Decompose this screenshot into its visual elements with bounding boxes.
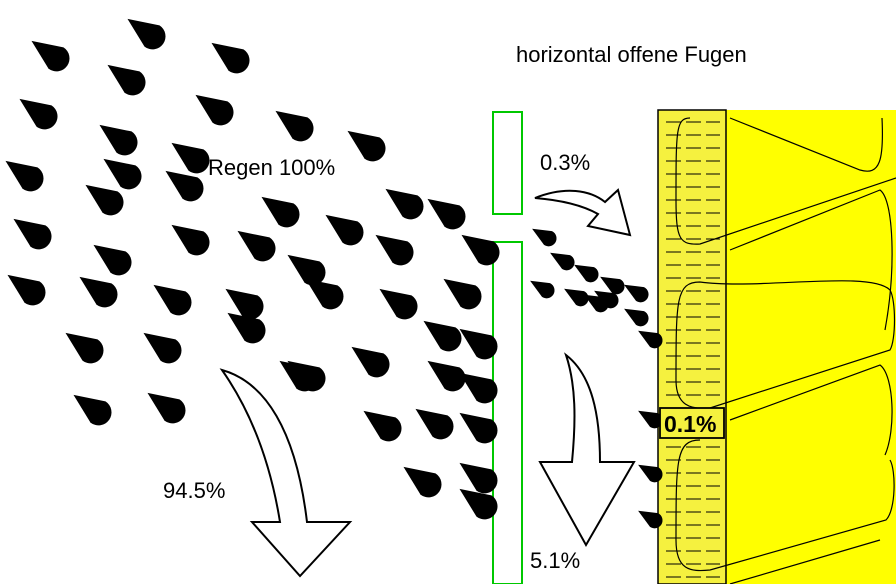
rain-drop (624, 308, 649, 327)
diagram-title: horizontal offene Fugen (516, 42, 747, 67)
front-runoff-label: 94.5% (163, 478, 225, 503)
brick-outline (675, 280, 896, 409)
cladding-panel-lower (492, 241, 523, 584)
rain-drop (275, 110, 314, 142)
rain-drop (584, 294, 609, 313)
joint-arrow (534, 188, 632, 237)
rain-drop (379, 288, 418, 320)
rain-drop (530, 280, 555, 299)
rain-drop (564, 288, 589, 307)
rain-drop (638, 330, 663, 349)
rain-drop (461, 234, 500, 266)
rain-drop (171, 142, 210, 174)
brick-outline (675, 439, 895, 572)
brick-outlines (675, 117, 896, 584)
rain-drop (638, 410, 663, 429)
rain-drop (550, 252, 575, 271)
rain-drop (171, 224, 210, 256)
rain-drop (427, 360, 466, 392)
rain-drop (427, 198, 466, 230)
rain-drop (225, 288, 264, 320)
rain-drop (347, 130, 386, 162)
joint-percent-label: 0.3% (540, 150, 590, 175)
brick-outline (729, 117, 884, 172)
insulation-layer (657, 109, 727, 584)
rain-drop (107, 64, 146, 96)
rain-drop (227, 312, 266, 344)
brick-outline (675, 117, 896, 245)
rain-drop (103, 158, 142, 190)
rain-drop (261, 196, 300, 228)
rain-drop (385, 188, 424, 220)
rain-drop (165, 170, 204, 202)
rain-drop (423, 320, 462, 352)
rain-drop (459, 372, 498, 404)
back-runoff-label: 5.1% (530, 548, 580, 573)
rain-drop (351, 346, 390, 378)
rain-drop (415, 408, 454, 440)
rain-drop (153, 284, 192, 316)
rain-drop (459, 328, 498, 360)
brick-outline (729, 539, 881, 584)
rain-drop (363, 410, 402, 442)
rain-drop (73, 394, 112, 426)
rain-drop (459, 462, 498, 494)
rain-drop (600, 276, 625, 295)
rain-drop (403, 466, 442, 498)
rain-drop (574, 264, 599, 283)
rain-drop (147, 392, 186, 424)
rain-drops (5, 18, 663, 529)
rain-drop (85, 184, 124, 216)
rain-drop (7, 274, 46, 306)
brick-outline (729, 189, 893, 331)
rain-drop (638, 464, 663, 483)
runoff-arrow-back (538, 352, 636, 548)
rain-drop (211, 42, 250, 74)
rain-drop (305, 278, 344, 310)
rain-drop (459, 412, 498, 444)
rain-drop (99, 124, 138, 156)
rain-drop (279, 360, 318, 392)
rain-drop (65, 332, 104, 364)
rain-drop (195, 94, 234, 126)
rain-drop (19, 98, 58, 130)
rain-drop (443, 278, 482, 310)
rain-drop (532, 228, 557, 247)
rain-label: Regen 100% (208, 155, 335, 180)
rain-drop (375, 234, 414, 266)
rain-drop (79, 276, 118, 308)
rain-drop (237, 230, 276, 262)
rain-drop (127, 18, 166, 50)
rain-drop (5, 160, 44, 192)
rain-drop (13, 218, 52, 250)
wall-block (725, 110, 896, 584)
cladding-panel-upper (492, 111, 523, 215)
wall-penetration-label: 0.1% (664, 411, 716, 437)
rain-drop (459, 488, 498, 520)
brick-outline (729, 364, 893, 456)
runoff-arrow-front (219, 368, 353, 578)
rain-drop (143, 332, 182, 364)
wall-penetration-box (659, 407, 725, 439)
rain-drop (325, 214, 364, 246)
rain-drop (638, 510, 663, 529)
rain-drop (287, 254, 326, 286)
rain-drop (93, 244, 132, 276)
rain-drop (624, 284, 649, 303)
rain-drop (31, 40, 70, 72)
